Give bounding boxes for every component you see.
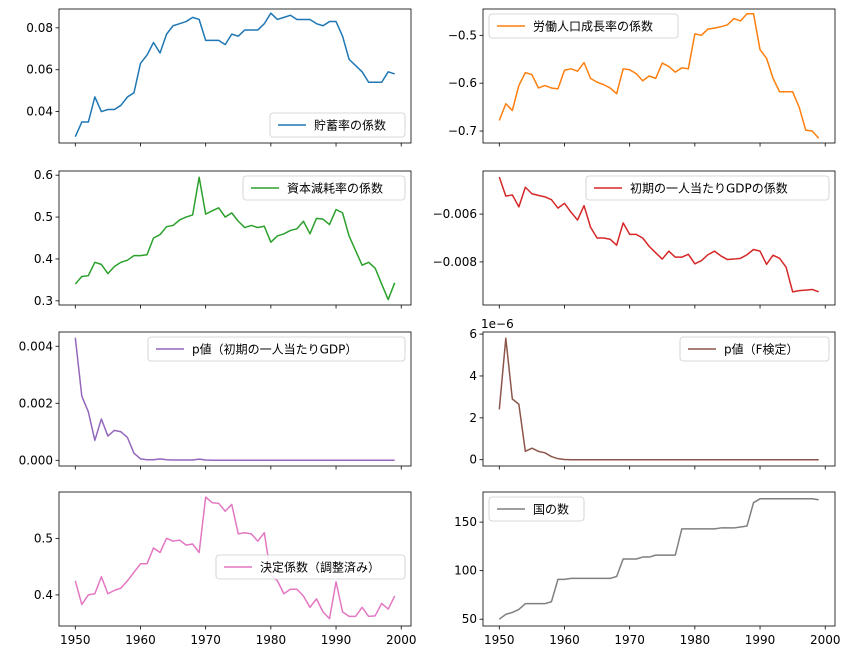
subplot-8: 50 100 150 1950 1960 1970 1980 1990 2000 国の数 — [454, 491, 841, 647]
axis-offset-label: 1e−6 — [481, 317, 514, 331]
legend: 初期の一人当たりGDPの係数 — [585, 175, 830, 201]
y-tick-label: −0.006 — [433, 207, 477, 221]
series-line — [498, 337, 819, 461]
legend: p値（F検定） — [679, 336, 830, 362]
series-line — [74, 12, 395, 138]
axes-frame — [58, 8, 412, 144]
legend-box — [585, 175, 830, 201]
x-tick-label: 1950 — [484, 633, 515, 647]
x-tick-label: 1960 — [125, 633, 156, 647]
y-tick-label: 50 — [462, 612, 477, 626]
axes-frame — [482, 170, 836, 306]
y-tick-label: 0.3 — [34, 294, 53, 308]
axes-frame — [58, 331, 412, 467]
y-tick-label: −0.6 — [448, 76, 477, 90]
legend-box — [679, 336, 830, 362]
legend-box — [269, 112, 406, 138]
legend-box — [215, 554, 406, 580]
y-tick-label: 0.002 — [19, 396, 53, 410]
y-tick-label: 0.08 — [26, 21, 53, 35]
legend: 貯蓄率の係数 — [269, 112, 406, 138]
subplot-2: −0.7 −0.6 −0.5 労働人口成長率の係数 — [448, 8, 836, 147]
series-line — [498, 13, 820, 139]
y-tick-label: 100 — [454, 564, 477, 578]
x-tick-label: 1970 — [190, 633, 221, 647]
subplot-5: 0.000 0.002 0.004 p値（初期の一人当たりGDP） — [19, 331, 412, 470]
y-tick-label: 0 — [469, 453, 477, 467]
x-tick-label: 1980 — [256, 633, 287, 647]
axes-frame — [58, 491, 412, 627]
legend-label: 決定係数（調整済み） — [260, 560, 380, 575]
axes-frame — [482, 331, 836, 467]
legend-box — [242, 175, 406, 201]
legend-label: 貯蓄率の係数 — [314, 118, 386, 133]
legend-box — [147, 336, 406, 362]
legend-label: 国の数 — [533, 502, 569, 517]
y-tick-label: −0.5 — [448, 28, 477, 42]
series-line — [498, 176, 819, 293]
y-tick-label: 0.4 — [34, 588, 53, 602]
legend: 国の数 — [488, 496, 585, 522]
y-tick-label: −0.7 — [448, 124, 477, 138]
legend-label: 初期の一人当たりGDPの係数 — [630, 181, 788, 196]
y-tick-label: −0.008 — [433, 255, 477, 269]
legend-label: p値（F検定） — [724, 342, 799, 357]
x-tick-label: 1950 — [60, 633, 91, 647]
subplot-3: 0.3 0.4 0.5 0.6 資本減耗率の係数 — [34, 168, 412, 309]
y-tick-label: 2 — [469, 411, 477, 425]
legend-label: 資本減耗率の係数 — [287, 181, 383, 196]
axes-frame — [58, 170, 412, 306]
legend-label: p値（初期の一人当たりGDP） — [192, 342, 357, 357]
y-tick-label: 0.000 — [19, 453, 53, 467]
axes-frame — [482, 8, 836, 144]
y-tick-label: 6 — [469, 327, 477, 341]
series-line — [74, 337, 395, 462]
y-tick-label: 0.04 — [26, 105, 53, 119]
x-tick-label: 1990 — [745, 633, 776, 647]
x-tick-label: 1960 — [549, 633, 580, 647]
subplot-4: −0.008 −0.006 初期の一人当たりGDPの係数 — [433, 170, 836, 309]
y-tick-label: 4 — [469, 369, 477, 383]
legend-box — [488, 13, 679, 39]
series-line — [74, 176, 396, 301]
y-tick-label: 0.004 — [19, 339, 53, 353]
y-tick-label: 0.4 — [34, 252, 53, 266]
x-tick-label: 2000 — [386, 633, 417, 647]
x-tick-label: 1980 — [680, 633, 711, 647]
legend: p値（初期の一人当たりGDP） — [147, 336, 406, 362]
subplot-1: 0.04 0.06 0.08 貯蓄率の係数 — [26, 8, 412, 147]
y-tick-label: 150 — [454, 515, 477, 529]
y-tick-label: 0.06 — [26, 63, 53, 77]
subplot-7: 0.4 0.5 1950 1960 1970 1980 1990 2000 決定係数（調整済み） — [34, 491, 417, 647]
legend: 労働人口成長率の係数 — [488, 13, 679, 39]
legend: 決定係数（調整済み） — [215, 554, 406, 580]
subplot-6: 0 2 4 6 1e−6 p値（F検定） — [469, 317, 836, 470]
x-tick-label: 1990 — [321, 633, 352, 647]
y-tick-label: 0.5 — [34, 531, 53, 545]
series-line — [74, 496, 396, 620]
x-tick-label: 1970 — [614, 633, 645, 647]
legend: 資本減耗率の係数 — [242, 175, 406, 201]
axes-frame — [482, 491, 836, 627]
legend-label: 労働人口成長率の係数 — [533, 19, 653, 34]
series-line — [498, 498, 819, 620]
y-tick-label: 0.5 — [34, 210, 53, 224]
legend-box — [488, 496, 585, 522]
x-tick-label: 2000 — [810, 633, 841, 647]
y-tick-label: 0.6 — [34, 168, 53, 182]
